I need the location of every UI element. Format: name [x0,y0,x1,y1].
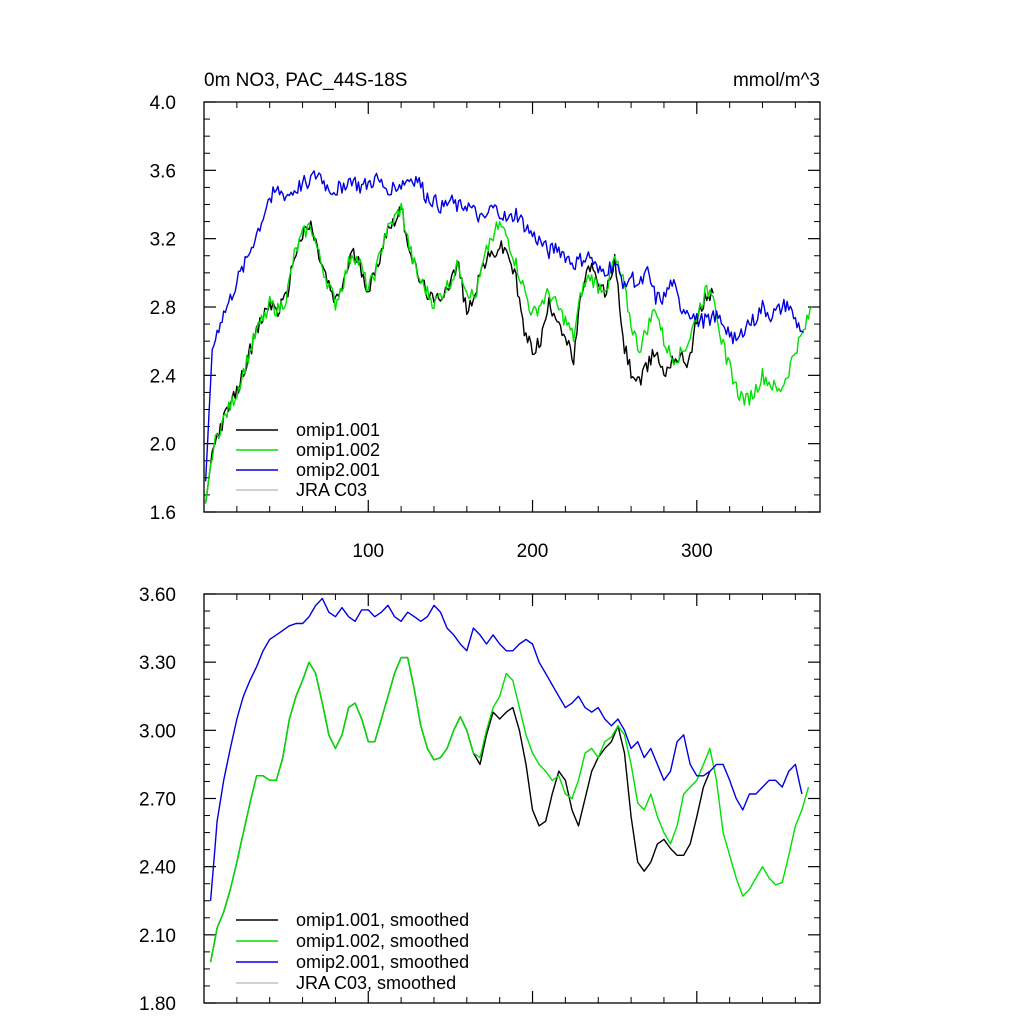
y-tick-label: 2.10 [139,926,176,947]
y-tick-label: 2.8 [150,298,176,319]
bottom-panel: 1.80 2.10 2.40 2.70 3.00 3.30 3.60 omip1.001, … [139,585,821,1015]
top-panel: 0m NO3, PAC_44S-18S mmol/m^3 1.6 2.0 2.4 2.… [150,70,821,562]
series-line-omip2-001 [204,170,805,482]
series-line-omip1-002-smoothed [209,656,810,963]
x-tick-label: 100 [352,541,384,562]
series-line-omip2-001-smoothed [209,597,803,901]
legend-label-omip1-002-smoothed: omip1.002, smoothed [296,931,469,951]
y-tick-label: 2.4 [150,366,177,387]
bottom-panel-axes: 1.80 2.10 2.40 2.70 3.00 3.30 3.60 [139,585,821,1015]
y-tick-label: 3.6 [150,161,176,182]
top-panel-series [204,170,813,504]
x-tick-label: 200 [517,541,549,562]
series-line-omip1-001 [204,206,714,504]
y-tick-label: 4.0 [150,93,176,114]
legend-label-jra-c03: JRA C03 [296,480,367,500]
top-panel-title: 0m NO3, PAC_44S-18S [204,70,407,91]
y-tick-label: 2.70 [139,790,176,811]
y-tick-label: 3.00 [139,721,176,742]
y-tick-label: 2.40 [139,858,176,879]
y-tick-label: 2.0 [150,435,176,456]
legend-label-omip1-001-smoothed: omip1.001, smoothed [296,910,469,930]
top-panel-units: mmol/m^3 [733,70,820,91]
legend-label-omip2-001: omip2.001 [296,460,380,480]
y-tick-label: 1.6 [150,503,176,524]
legend-label-omip2-001-smoothed: omip2.001, smoothed [296,952,469,972]
top-panel-axes: 1.6 2.0 2.4 2.8 3.2 3.6 4.0 100 200 300 [150,93,821,562]
y-tick-label: 3.30 [139,653,176,674]
x-tick-label: 300 [681,541,713,562]
y-tick-label: 3.2 [150,230,176,251]
series-line-omip1-002 [204,202,813,504]
bottom-panel-series [209,597,810,963]
legend-label-jra-c03-smoothed: JRA C03, smoothed [296,973,456,993]
y-tick-label: 3.60 [139,585,176,606]
legend-label-omip1-002: omip1.002 [296,440,380,460]
legend-label-omip1-001: omip1.001 [296,420,380,440]
y-tick-label: 1.80 [139,994,176,1015]
